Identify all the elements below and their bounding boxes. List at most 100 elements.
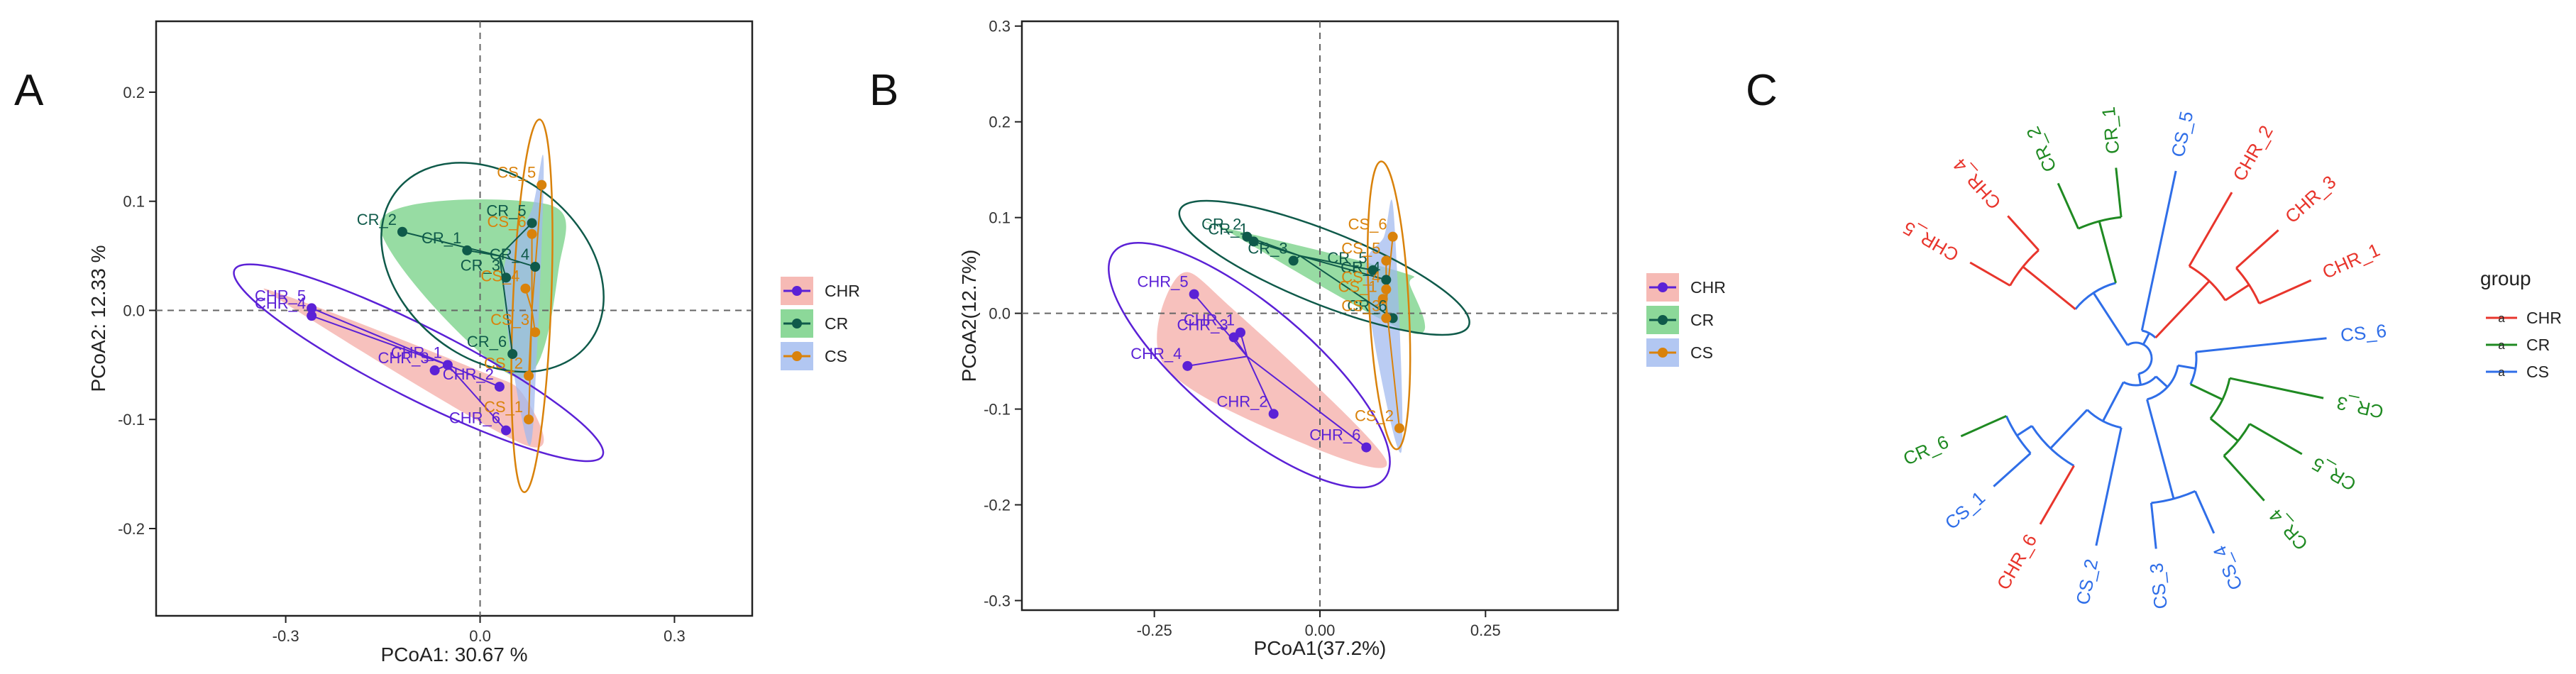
group-ellipses-a [233,118,605,493]
tree-branch-11 [2142,332,2150,346]
tree-branch-27 [2196,337,2327,353]
c-legend-key-glyph-cr: a [2498,338,2505,352]
a-label-cr-1: CR_1 [422,229,461,247]
a-y-tick-label: -0.2 [118,520,145,538]
a-ellipse-chr [233,263,605,463]
b-spoke-chr-5 [1193,293,1248,358]
b-x-tick-label: 0.00 [1305,621,1336,639]
b-y-tick-label: 0.1 [989,209,1011,227]
a-point-chr-6 [501,425,512,436]
a-spoke-cr-2 [402,231,500,257]
tree-branch-3 [2022,265,2076,310]
a-label-chr-3: CHR_3 [378,349,429,367]
a-label-cs-2: CS_2 [484,355,523,372]
b-label-cs-4: CS_4 [1341,268,1380,286]
tree-arc-18 [2235,267,2260,304]
plot-frame-a [155,20,754,617]
tree-leaf-label-chr-2: CHR_2 [2228,121,2277,184]
a-label-chr-6: CHR_6 [449,409,500,427]
panel-letter-a: A [14,66,44,115]
c-legend-label-cs: CS [2526,363,2549,381]
tree-branch-16 [2188,192,2233,267]
a-ellipse-cs [510,118,554,493]
tree-arc-46 [2005,415,2032,454]
a-legend-key-dot-cr [792,319,802,328]
group-ellipses-b [1108,160,1470,489]
b-y-tick-label: -0.1 [984,401,1011,419]
a-point-cs-1 [524,414,534,425]
a-y-tick-label: 0.0 [123,302,145,319]
b-legend-key-dot-cs [1658,348,1668,358]
b-spoke-chr-2 [1246,355,1275,414]
a-label-cr-5: CR_5 [486,201,526,219]
tree-leaf-label-cr-2: CR_2 [2022,123,2060,175]
b-spoke-cr-6 [1299,255,1394,319]
b-point-cs-1 [1377,294,1388,304]
legend-c: a CHR a CR a CS [2486,309,2562,381]
tree-leaf-label-chr-4: CHR_4 [1949,155,2005,214]
a-spoke-cr-6 [498,255,514,355]
tree-branch-48 [1960,414,2007,438]
tree-arc-8 [2078,216,2122,230]
b-label-cr-5: CR_5 [1327,249,1367,267]
b-point-chr-4 [1182,360,1193,371]
tree-branch-25 [2177,364,2196,370]
a-point-cr-4 [530,261,541,272]
tree-leaf-label-cs-1: CS_1 [1941,487,1989,534]
b-point-cs-3 [1381,313,1392,324]
a-point-cs-2 [524,370,534,381]
tree-branch-31 [2209,417,2239,442]
b-y-tick-label: 0.2 [989,114,1011,131]
a-spoke-chr-5 [311,307,448,366]
group-hulls-a [263,155,566,448]
b-y-tick-label: 0.0 [989,305,1011,323]
a-spoke-cr-4 [499,255,536,267]
b-point-cs-6 [1387,231,1398,242]
tree-arc-2 [2074,282,2116,310]
tree-leaf-label-chr-6: CHR_6 [1993,531,2042,594]
b-label-cr-4: CR_4 [1341,258,1380,276]
b-label-chr-4: CHR_4 [1130,345,1182,363]
legend-b: CHR CR CS [1646,273,1726,367]
a-x-tick-label: 0.3 [664,627,686,645]
a-legend-key-dot-chr [792,286,802,296]
tree-arc-43 [2030,425,2075,467]
sample-points-a [307,179,547,436]
b-legend-label-chr: CHR [1690,278,1726,297]
tree-branch-41 [2095,427,2123,546]
tree-branch-19 [2235,229,2279,269]
a-legend-label-cs: CS [825,347,847,365]
panel-letter-c: C [1746,66,1778,115]
b-label-chr-3: CHR_3 [1177,316,1228,333]
tree-leaf-label-chr-3: CHR_3 [2281,171,2340,227]
b-label-cr-6: CR_6 [1347,297,1387,314]
b-legend-label-cr: CR [1690,311,1714,329]
b-x-tick-label: -0.25 [1137,621,1172,639]
tree-arc-12 [2141,329,2157,339]
b-point-chr-5 [1189,289,1199,299]
a-y-tick-label: 0.2 [123,84,145,101]
a-label-chr-5: CHR_5 [255,287,306,304]
tree-branch-35 [2146,399,2175,499]
a-point-cs-3 [530,327,541,338]
sample-points-b [1182,231,1404,453]
x-ticks-a: -0.3 0.0 0.3 [273,616,686,645]
b-ellipse-chr [1108,242,1391,489]
b-label-cr-2: CR_2 [1201,216,1241,233]
a-point-chr-1 [442,360,453,370]
b-point-cs-5 [1381,255,1392,266]
tree-branch-7 [2098,221,2117,284]
b-legend-key-dot-cr [1658,315,1668,325]
a-point-chr-3 [429,365,440,376]
a-point-chr-4 [307,311,317,321]
tree-branch-34 [2223,455,2265,502]
tree-arc-40 [2086,409,2122,429]
tree-arc-32 [2223,423,2251,457]
a-spoke-chr-2 [447,364,500,388]
tree-branch-47 [1993,452,2032,487]
tree-branch-6 [2007,215,2040,251]
tree-branch-39 [2102,381,2125,422]
